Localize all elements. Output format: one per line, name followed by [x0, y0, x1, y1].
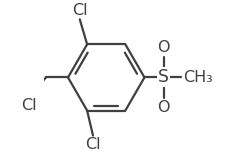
Text: Cl: Cl: [21, 98, 37, 113]
Text: Cl: Cl: [85, 137, 101, 153]
Text: CH₃: CH₃: [183, 70, 212, 85]
Text: S: S: [158, 69, 169, 86]
Text: Cl: Cl: [72, 3, 88, 18]
Text: O: O: [157, 100, 170, 115]
Text: O: O: [157, 40, 170, 55]
